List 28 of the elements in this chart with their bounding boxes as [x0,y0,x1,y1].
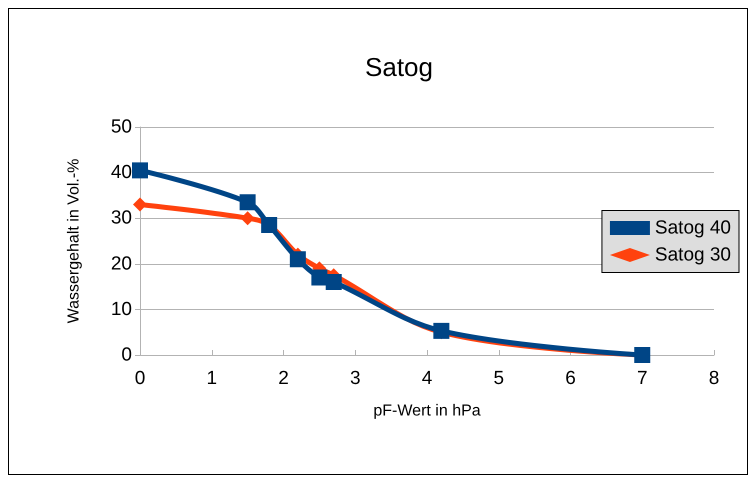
point [240,194,256,210]
y-tick-label: 50 [110,116,132,138]
point [326,274,342,290]
y-tick-label: 30 [110,208,132,229]
legend-label: Satog 30 [654,244,732,266]
x-tick-label: 3 [350,368,361,389]
point [311,269,328,286]
chart-title: Satog [365,52,433,82]
x-tick-label: 8 [708,368,720,389]
legend-label: Satog 40 [654,218,732,238]
x-tick-label: 7 [636,368,648,389]
x-tick-label: 0 [134,368,146,389]
y-tick-label: 10 [110,298,132,320]
y-tick-label: 40 [110,162,132,184]
point [133,198,147,212]
point [240,211,255,226]
y-tick-label: 20 [110,253,132,274]
x-tick-label: 5 [493,368,504,389]
point [132,162,148,178]
point [290,251,306,268]
x-tick-label: 6 [565,368,576,389]
x-axis-title: pF-Wert in hPa [373,402,481,420]
y-axis-title: Wassergehalt in Vol.-% [66,158,82,324]
x-tick-label: 1 [206,368,218,389]
x-tick-label: 4 [422,368,433,389]
y-tick-label: 0 [121,344,132,366]
point [433,322,450,339]
x-tick-label: 2 [278,368,289,389]
